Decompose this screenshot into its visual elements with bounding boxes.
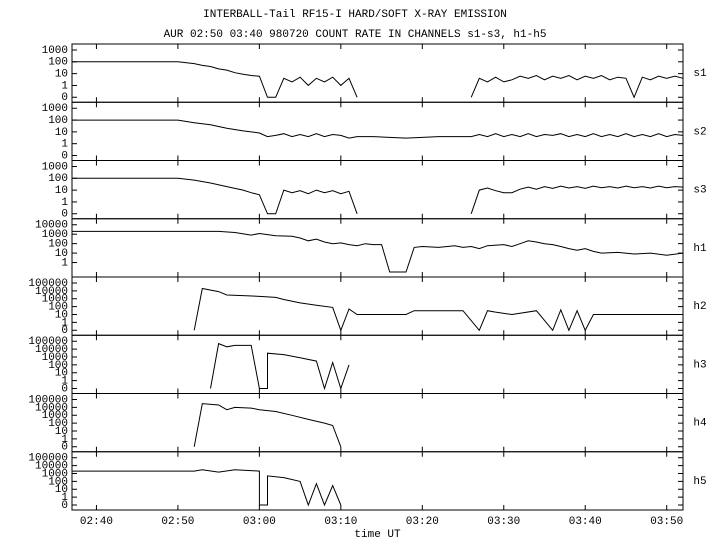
- data-line: [72, 177, 684, 215]
- y-tick-label: 10000: [35, 220, 68, 232]
- y-tick-label: 1000: [42, 294, 68, 306]
- x-tick-label: 02:40: [80, 516, 113, 528]
- y-tick-label: 100: [48, 173, 68, 185]
- data-line: [193, 403, 342, 447]
- y-tick-label: 1: [61, 492, 68, 504]
- y-tick-label: 10000: [35, 286, 68, 298]
- x-tick-label: 03:20: [406, 516, 439, 528]
- y-tick-label: 0: [61, 500, 68, 512]
- y-tick-label: 10000: [35, 402, 68, 414]
- y-tick-label: 100: [48, 239, 68, 251]
- y-tick-label: 1000: [42, 410, 68, 422]
- y-tick-label: 1: [61, 376, 68, 388]
- y-tick-label: 0: [61, 150, 68, 162]
- y-tick-label: 100: [48, 57, 68, 69]
- y-tick-label: 1000: [42, 352, 68, 364]
- data-line: [210, 342, 350, 391]
- x-tick-label: 03:50: [650, 516, 683, 528]
- data-line: [72, 469, 342, 507]
- data-line: [72, 119, 684, 139]
- panel-label: s1: [693, 68, 707, 80]
- y-tick-label: 10000: [35, 461, 68, 473]
- y-tick-label: 10: [55, 127, 68, 139]
- x-tick-label: 02:50: [161, 516, 194, 528]
- y-tick-label: 100: [48, 115, 68, 127]
- x-tick-label: 03:10: [324, 516, 357, 528]
- x-tick-label: 03:00: [243, 516, 276, 528]
- y-tick-label: 100: [48, 302, 68, 314]
- y-tick-label: 0: [61, 383, 68, 395]
- chart-subtitle: AUR 02:50 03:40 980720 COUNT RATE IN CHA…: [164, 29, 547, 41]
- data-line: [72, 230, 684, 273]
- y-tick-label: 100000: [28, 336, 68, 348]
- y-tick-label: 10: [55, 484, 68, 496]
- y-tick-label: 1: [61, 257, 68, 269]
- y-tick-label: 10: [55, 368, 68, 380]
- y-tick-label: 1: [61, 197, 68, 209]
- y-tick-label: 100: [48, 418, 68, 430]
- chart-title: INTERBALL-Tail RF15-I HARD/SOFT X-RAY EM…: [203, 9, 507, 21]
- y-tick-label: 1: [61, 139, 68, 151]
- panel-label: h3: [693, 359, 706, 371]
- y-tick-label: 0: [61, 209, 68, 221]
- x-tick-label: 03:40: [569, 516, 602, 528]
- y-tick-label: 10: [55, 426, 68, 438]
- y-tick-label: 100: [48, 360, 68, 372]
- panel-label: h1: [693, 243, 707, 255]
- data-line: [72, 61, 684, 99]
- y-tick-label: 0: [61, 92, 68, 104]
- y-tick-label: 0: [61, 325, 68, 337]
- y-tick-label: 1000: [42, 103, 68, 115]
- y-tick-label: 10: [55, 69, 68, 81]
- panel-label: h2: [693, 301, 706, 313]
- y-tick-label: 10000: [35, 344, 68, 356]
- y-tick-label: 1000: [42, 161, 68, 173]
- panel-label: s3: [693, 185, 706, 197]
- panel-label: h4: [693, 418, 707, 430]
- y-tick-label: 1000: [42, 229, 68, 241]
- panel-label: s2: [693, 126, 706, 138]
- y-tick-label: 1: [61, 80, 68, 92]
- y-tick-label: 100000: [28, 394, 68, 406]
- panel-label: h5: [693, 476, 706, 488]
- y-tick-label: 10: [55, 185, 68, 197]
- y-tick-label: 1: [61, 317, 68, 329]
- y-tick-label: 100: [48, 476, 68, 488]
- y-tick-label: 1000: [42, 45, 68, 57]
- y-tick-label: 1: [61, 434, 68, 446]
- y-tick-label: 1000: [42, 468, 68, 480]
- data-line: [193, 287, 683, 332]
- x-tick-label: 03:30: [487, 516, 520, 528]
- y-tick-label: 10: [55, 309, 68, 321]
- y-tick-label: 0: [61, 442, 68, 454]
- x-axis-label: time UT: [354, 529, 401, 541]
- y-tick-label: 10: [55, 248, 68, 260]
- y-tick-label: 100000: [28, 278, 68, 290]
- y-tick-label: 100000: [28, 453, 68, 465]
